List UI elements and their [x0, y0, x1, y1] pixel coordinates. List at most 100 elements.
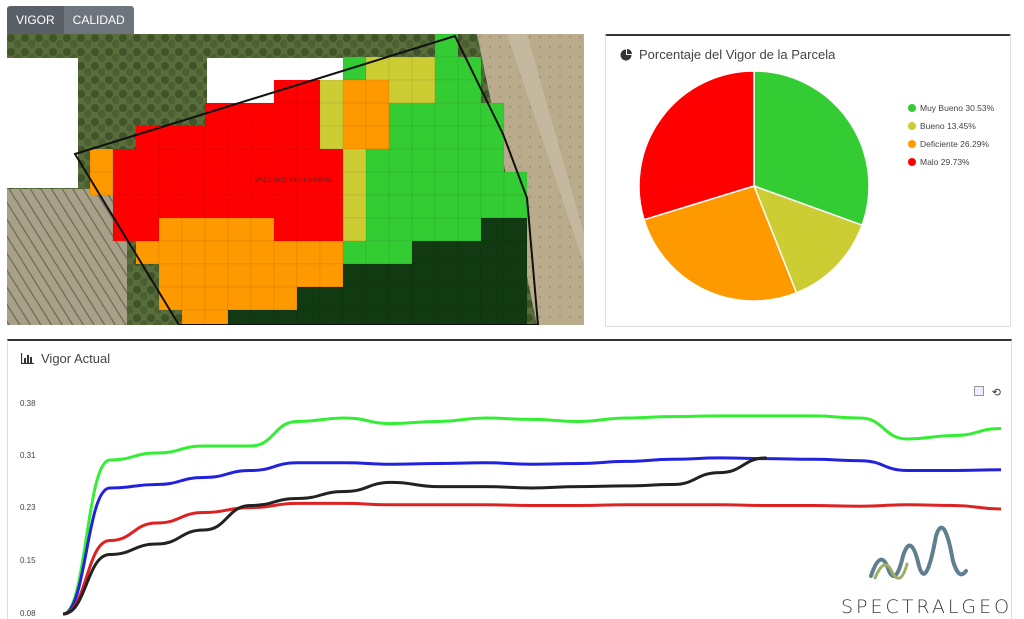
vigor-cell	[181, 171, 206, 196]
line-series-2[interactable]	[62, 456, 1002, 616]
vigor-cell	[411, 309, 436, 325]
vigor-line-chart	[62, 414, 1002, 616]
vigor-cell	[227, 309, 252, 325]
vigor-cell	[342, 148, 367, 173]
vigor-cell	[135, 194, 160, 219]
image-icon[interactable]	[973, 386, 984, 396]
vigor-cell	[388, 148, 413, 173]
vigor-cell	[388, 56, 413, 81]
vigor-cell	[250, 286, 275, 311]
legend-label: Bueno 13.45%	[920, 121, 976, 131]
vigor-cell	[365, 194, 390, 219]
vigor-cell	[319, 240, 344, 265]
vigor-cell	[112, 171, 137, 196]
line-series-1[interactable]	[62, 414, 1002, 616]
vigor-cell	[112, 194, 137, 219]
vigor-cell	[411, 286, 436, 311]
vigor-cell	[480, 171, 505, 196]
vigor-cell	[296, 194, 321, 219]
vigor-cell	[457, 309, 482, 325]
tab-vigor[interactable]: VIGOR	[7, 6, 64, 34]
vigor-cell	[158, 240, 183, 265]
y-tick-label: 0.08	[20, 609, 36, 618]
pie-slice-muy-bueno[interactable]	[753, 70, 870, 227]
vigor-cell	[342, 309, 367, 325]
vigor-cell	[411, 240, 436, 265]
y-tick-label: 0.15	[20, 556, 36, 565]
vigor-cell	[342, 56, 367, 81]
vigor-cell	[112, 148, 137, 173]
vigor-cell	[273, 102, 298, 127]
tab-calidad[interactable]: CALIDAD	[63, 6, 134, 34]
vigor-cell	[158, 171, 183, 196]
vigor-cell	[434, 194, 459, 219]
vigor-cell	[181, 286, 206, 311]
vigor-cell	[434, 34, 459, 58]
legend-item-deficiente[interactable]: Deficiente 26.29%	[908, 135, 994, 153]
pie-slice-deficiente[interactable]	[643, 185, 798, 302]
vigor-cell	[457, 286, 482, 311]
vigor-cell	[250, 194, 275, 219]
vigor-cell	[273, 125, 298, 150]
parcel-label: 26120A01000313000UG	[255, 177, 332, 184]
vigor-cell	[365, 286, 390, 311]
vigor-cell	[434, 171, 459, 196]
vigor-cell	[342, 102, 367, 127]
vigor-cell	[319, 217, 344, 242]
line-series-3[interactable]	[62, 501, 1002, 616]
vigor-cell	[273, 286, 298, 311]
vigor-cell	[434, 263, 459, 288]
vigor-cell	[296, 309, 321, 325]
spectralgeo-logo: SPECTRALGEO	[841, 516, 1013, 618]
vigor-cell	[204, 148, 229, 173]
vigor-cell	[503, 217, 528, 242]
vigor-cell	[227, 263, 252, 288]
vigor-cell	[181, 240, 206, 265]
pie-chart-icon	[620, 48, 632, 60]
vigor-pie-chart	[638, 70, 870, 302]
vigor-cell	[388, 286, 413, 311]
vigor-cell	[434, 79, 459, 104]
parcel-map[interactable]: 26120A01000313000UG	[7, 34, 584, 325]
y-tick-label: 0.23	[20, 503, 36, 512]
vigor-cell	[296, 148, 321, 173]
legend-item-muy-bueno[interactable]: Muy Bueno 30.53%	[908, 99, 994, 117]
vigor-cell	[204, 102, 229, 127]
vigor-cell	[503, 240, 528, 265]
vigor-cell	[342, 263, 367, 288]
vigor-cell	[388, 194, 413, 219]
vigor-cell	[457, 240, 482, 265]
vigor-cell	[342, 171, 367, 196]
pie-slice-bueno[interactable]	[752, 184, 864, 294]
vigor-cell	[388, 309, 413, 325]
reset-icon[interactable]: ⟲	[991, 387, 1001, 399]
pie-slice-malo[interactable]	[638, 70, 755, 221]
vigor-cell	[158, 148, 183, 173]
vigor-cell	[319, 263, 344, 288]
vigor-cell	[365, 263, 390, 288]
logo-text: SPECTRALGEO	[841, 596, 1013, 618]
vigor-cell	[158, 125, 183, 150]
vigor-cell	[342, 194, 367, 219]
vigor-cell	[480, 194, 505, 219]
vigor-cell	[204, 194, 229, 219]
vigor-cell	[319, 194, 344, 219]
vigor-cell	[296, 240, 321, 265]
vigor-cell	[434, 309, 459, 325]
vigor-cell	[250, 263, 275, 288]
vigor-cell	[227, 125, 252, 150]
vigor-cell	[342, 240, 367, 265]
y-tick-label: 0.38	[20, 399, 36, 408]
legend-item-bueno[interactable]: Bueno 13.45%	[908, 117, 994, 135]
vigor-cell	[296, 286, 321, 311]
vigor-cell	[457, 56, 482, 81]
line-series-4[interactable]	[62, 456, 767, 616]
panel-title-line: Vigor Actual	[21, 351, 110, 366]
legend-item-malo[interactable]: Malo 29.73%	[908, 153, 994, 171]
vigor-cell	[319, 125, 344, 150]
vigor-cell	[135, 171, 160, 196]
vigor-cell	[250, 217, 275, 242]
vigor-cell	[411, 171, 436, 196]
chart-toolbar: ⟲	[973, 386, 1001, 399]
